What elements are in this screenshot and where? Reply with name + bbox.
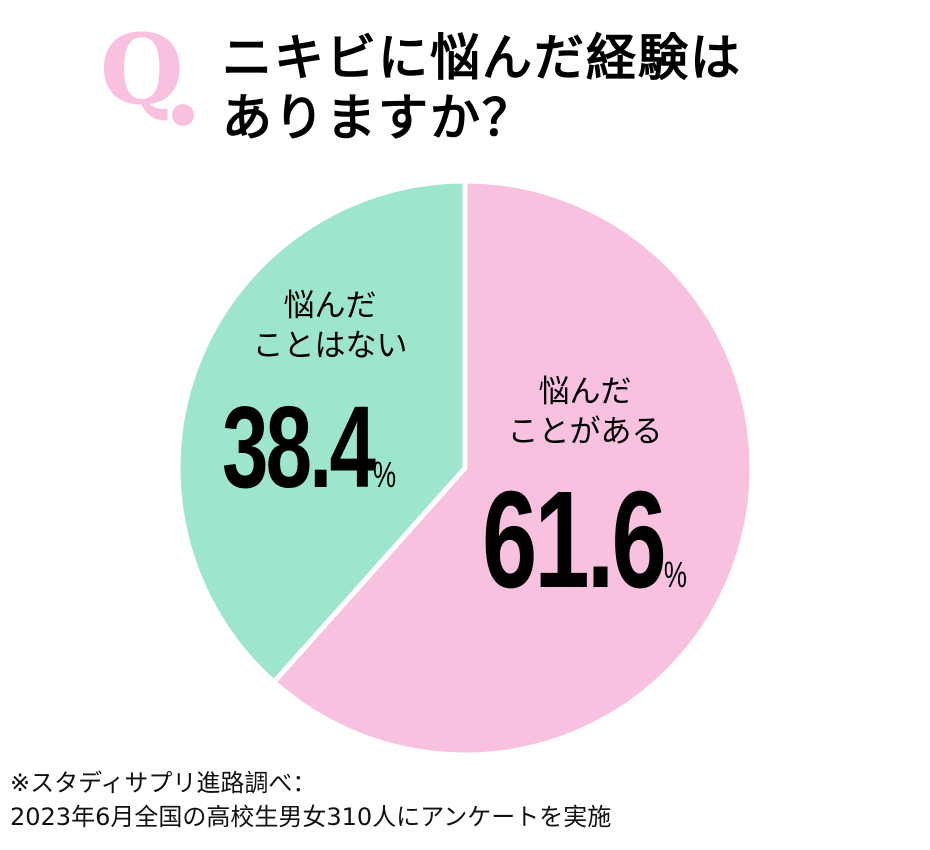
footnote: ※スタディサプリ進路調べ： 2023年6月全国の高校生男女310人にアンケートを… bbox=[10, 766, 611, 834]
slice-label-yes: 悩んだ ことがある bbox=[500, 372, 670, 452]
slice-label-yes-line2: ことがある bbox=[507, 414, 663, 450]
pie-slice-1 bbox=[175, 178, 468, 685]
slice-label-yes-line1: 悩んだ bbox=[538, 374, 632, 410]
slice-label-no: 悩んだ ことはない bbox=[245, 286, 415, 366]
slice-value-no-number: 38.4 bbox=[222, 382, 376, 512]
q-mark-dot bbox=[172, 104, 194, 126]
slice-value-no: 38.4% bbox=[222, 388, 396, 534]
slice-value-yes: 61.6% bbox=[482, 470, 687, 645]
footnote-line-2: 2023年6月全国の高校生男女310人にアンケートを実施 bbox=[10, 803, 612, 831]
slice-value-no-unit: % bbox=[373, 454, 397, 495]
q-mark-logo: Q bbox=[100, 13, 184, 126]
pie-slice-0 bbox=[271, 178, 755, 758]
slice-label-no-line2: ことはない bbox=[252, 328, 408, 364]
slice-value-yes-unit: % bbox=[663, 554, 687, 595]
chart-title: ニキビに悩んだ経験は ありますか？ bbox=[222, 28, 742, 148]
title-line-2: ありますか？ bbox=[222, 89, 534, 147]
title-line-1: ニキビに悩んだ経験は bbox=[222, 29, 742, 87]
slice-label-no-line1: 悩んだ bbox=[283, 288, 377, 324]
footnote-line-1: ※スタディサプリ進路調べ： bbox=[10, 769, 317, 797]
slice-value-yes-number: 61.6 bbox=[482, 463, 667, 617]
